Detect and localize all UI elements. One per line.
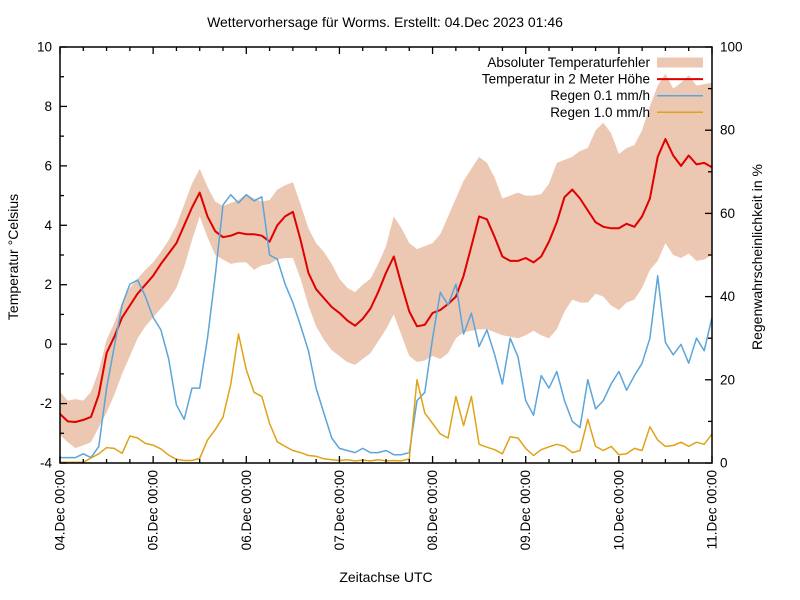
legend-label: Absoluter Temperaturfehler <box>487 55 650 70</box>
y-tick-label: 4 <box>44 218 52 233</box>
rain-01mm-line <box>60 193 712 459</box>
legend-label: Regen 1.0 mm/h <box>550 105 650 120</box>
chart-title: Wettervorhersage für Worms. Erstellt: 04… <box>207 14 563 30</box>
x-tick-label: 11.Dec 00:00 <box>705 470 720 549</box>
y2-tick-label: 100 <box>720 40 743 55</box>
left-axis-title: Temperatur °Celsius <box>5 194 21 320</box>
y2-tick-label: 60 <box>720 206 735 221</box>
y-tick-label: 10 <box>37 40 52 55</box>
x-tick-label: 06.Dec 00:00 <box>239 470 254 550</box>
y2-tick-label: 0 <box>720 456 728 471</box>
x-tick-label: 08.Dec 00:00 <box>425 470 440 550</box>
y-tick-label: -4 <box>40 456 52 471</box>
y-tick-label: 6 <box>44 158 52 173</box>
y2-tick-label: 80 <box>720 123 735 138</box>
y-tick-label: -2 <box>40 396 52 411</box>
axis-tick-labels: 04.Dec 00:00 05.Dec 00:00 06.Dec 00:00 07.D… <box>37 40 743 551</box>
right-axis-title: Regenwahrscheinlichkeit in % <box>749 164 765 350</box>
legend-label: Regen 0.1 mm/h <box>550 88 650 103</box>
legend-band-swatch <box>657 57 703 68</box>
x-tick-label: 10.Dec 00:00 <box>611 470 626 550</box>
x-tick-label: 05.Dec 00:00 <box>146 470 161 550</box>
chart-legend: Absoluter Temperaturfehler Temperatur in … <box>482 55 703 120</box>
temperature-error-band <box>60 73 712 449</box>
x-tick-label: 09.Dec 00:00 <box>518 470 533 550</box>
y2-tick-label: 40 <box>720 289 735 304</box>
y-tick-label: 0 <box>44 337 52 352</box>
axis-ticks <box>59 46 713 464</box>
x-tick-label: 04.Dec 00:00 <box>53 470 68 550</box>
y-tick-label: 2 <box>44 277 52 292</box>
plot-area <box>60 73 712 463</box>
y2-tick-label: 20 <box>720 372 735 387</box>
x-axis-title: Zeitachse UTC <box>339 569 432 585</box>
y-tick-label: 8 <box>44 99 52 114</box>
x-tick-label: 07.Dec 00:00 <box>332 470 347 550</box>
legend-label: Temperatur in 2 Meter Höhe <box>482 72 650 87</box>
rain-10mm-line <box>60 333 712 463</box>
temperature-line <box>60 138 712 423</box>
